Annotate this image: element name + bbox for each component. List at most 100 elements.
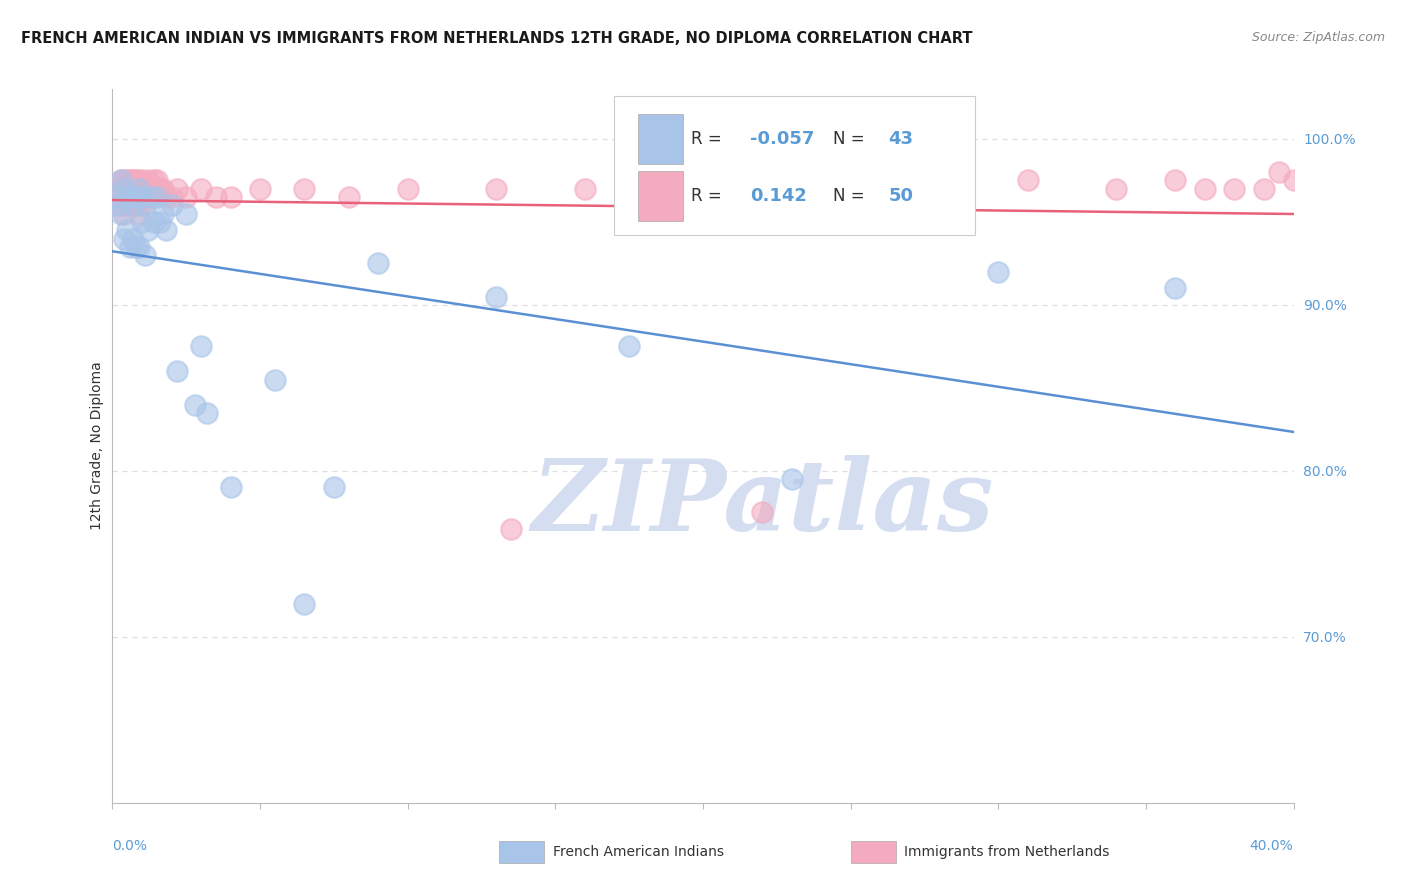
Point <box>396 182 419 196</box>
Point <box>751 505 773 519</box>
Point <box>1282 173 1305 187</box>
Point <box>574 182 596 196</box>
Point <box>323 481 346 495</box>
Point <box>136 173 159 187</box>
Text: R =: R = <box>692 130 727 148</box>
Point <box>1194 182 1216 196</box>
Point <box>112 231 135 245</box>
Point <box>166 182 188 196</box>
Point <box>120 240 142 254</box>
Point <box>190 339 212 353</box>
Point <box>219 190 242 204</box>
Point <box>117 190 138 204</box>
Point <box>190 182 212 196</box>
Point <box>122 198 145 212</box>
Point <box>692 190 714 204</box>
Point <box>128 207 150 221</box>
Text: N =: N = <box>832 130 870 148</box>
Point <box>292 597 315 611</box>
Text: -0.057: -0.057 <box>751 130 814 148</box>
Point <box>139 190 162 204</box>
Text: 40.0%: 40.0% <box>1250 839 1294 854</box>
Point <box>205 190 228 204</box>
Text: ZIPatlas: ZIPatlas <box>531 455 993 551</box>
Point <box>128 173 150 187</box>
Point <box>142 173 165 187</box>
Point <box>810 182 832 196</box>
Point <box>149 182 172 196</box>
Point <box>110 173 132 187</box>
Point <box>1164 173 1187 187</box>
FancyBboxPatch shape <box>614 96 974 235</box>
Point <box>219 481 242 495</box>
Point <box>160 190 183 204</box>
Y-axis label: 12th Grade, No Diploma: 12th Grade, No Diploma <box>90 361 104 531</box>
Point <box>131 215 153 229</box>
Point <box>1164 281 1187 295</box>
Point <box>292 182 315 196</box>
Point <box>104 190 127 204</box>
Point <box>136 223 159 237</box>
Point <box>146 190 169 204</box>
Point <box>619 339 641 353</box>
FancyBboxPatch shape <box>638 114 683 164</box>
Point <box>1268 165 1291 179</box>
Point <box>110 207 132 221</box>
Point <box>134 182 156 196</box>
Point <box>128 240 150 254</box>
Point <box>117 223 138 237</box>
Point <box>117 198 138 212</box>
Point <box>337 190 360 204</box>
Point <box>174 207 197 221</box>
Point <box>501 522 523 536</box>
Point <box>146 173 169 187</box>
Point <box>152 182 174 196</box>
Point <box>125 173 148 187</box>
Point <box>780 472 803 486</box>
Point <box>155 223 177 237</box>
Point <box>122 231 145 245</box>
Text: 43: 43 <box>889 130 914 148</box>
Point <box>131 173 153 187</box>
Text: 0.142: 0.142 <box>751 187 807 205</box>
Point <box>195 406 218 420</box>
Text: Immigrants from Netherlands: Immigrants from Netherlands <box>904 845 1109 859</box>
Point <box>107 198 129 212</box>
Point <box>1017 173 1039 187</box>
Text: French American Indians: French American Indians <box>553 845 724 859</box>
Point <box>104 182 127 196</box>
Point <box>131 190 153 204</box>
Point <box>155 190 177 204</box>
Point <box>131 198 153 212</box>
Point <box>485 182 508 196</box>
Point <box>249 182 271 196</box>
Point <box>160 198 183 212</box>
Point <box>110 173 132 187</box>
Point <box>128 182 150 196</box>
Point <box>1223 182 1246 196</box>
Point <box>139 190 162 204</box>
Point <box>367 256 389 270</box>
Point <box>122 173 145 187</box>
Point <box>120 173 142 187</box>
Point <box>1253 182 1275 196</box>
Text: 50: 50 <box>889 187 914 205</box>
Point <box>122 198 145 212</box>
Point <box>174 190 197 204</box>
Text: 0.0%: 0.0% <box>112 839 148 854</box>
Point <box>928 182 950 196</box>
Point <box>112 182 135 196</box>
Point <box>110 198 132 212</box>
Point <box>152 207 174 221</box>
Point <box>149 215 172 229</box>
Point <box>112 173 135 187</box>
Point <box>1105 182 1128 196</box>
Point <box>125 240 148 254</box>
Point <box>117 173 138 187</box>
Point <box>166 364 188 378</box>
Point <box>142 215 165 229</box>
Point <box>485 290 508 304</box>
Point <box>120 190 142 204</box>
Point <box>125 190 148 204</box>
Point <box>112 207 135 221</box>
